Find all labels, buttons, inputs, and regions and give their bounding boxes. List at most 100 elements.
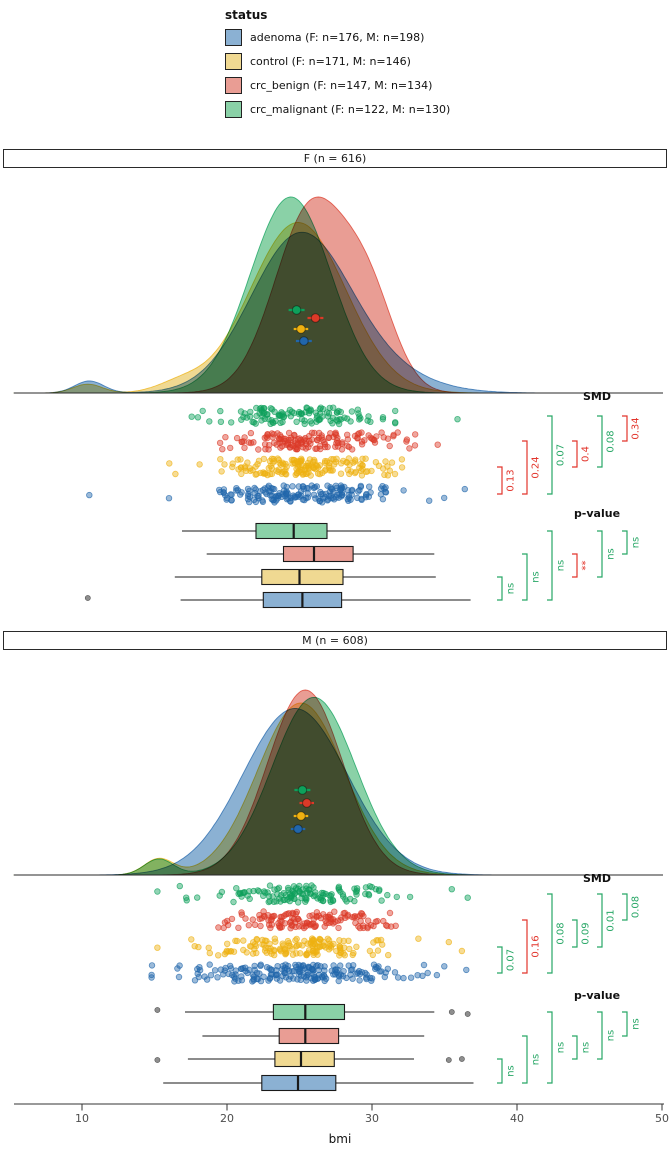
legend-swatch-crc-malignant bbox=[225, 101, 242, 118]
pvalue-bracket bbox=[572, 1035, 578, 1060]
x-axis-tick-label: 30 bbox=[365, 1112, 379, 1125]
box-outlier bbox=[448, 1009, 455, 1015]
pvalue-label: ns bbox=[631, 537, 642, 549]
box-outlier bbox=[154, 1007, 161, 1013]
smd-bracket bbox=[497, 946, 503, 974]
legend-item: crc_benign (F: n=147, M: n=134) bbox=[225, 77, 450, 94]
smd-bracket bbox=[497, 466, 503, 495]
pvalue-bracket bbox=[547, 530, 553, 601]
panel-strip-f: F (n = 616) bbox=[3, 149, 667, 168]
legend-item: adenoma (F: n=176, M: n=198) bbox=[225, 29, 450, 46]
boxplot-crc_malignant bbox=[154, 1003, 471, 1021]
pvalue-header: p-value bbox=[574, 507, 620, 520]
pvalue-label: ns bbox=[531, 571, 542, 583]
panel-strip-m: M (n = 608) bbox=[3, 631, 667, 650]
smd-label: 0.24 bbox=[531, 456, 542, 478]
legend-item: crc_malignant (F: n=122, M: n=130) bbox=[225, 101, 450, 118]
density-layer-F bbox=[13, 196, 539, 394]
mean-point-crc_benign bbox=[302, 798, 312, 808]
pvalue-header: p-value bbox=[574, 989, 620, 1002]
legend-title: status bbox=[225, 8, 268, 22]
pvalue-label: ns bbox=[556, 560, 567, 572]
mean-point-control bbox=[296, 324, 306, 334]
pvalue-bracket bbox=[497, 1058, 503, 1084]
mean-point-adenoma bbox=[293, 824, 303, 834]
pvalue-bracket bbox=[547, 1011, 553, 1084]
smd-bracket bbox=[622, 893, 628, 921]
boxplot-crc_benign bbox=[206, 545, 435, 563]
x-axis-tick-label: 40 bbox=[510, 1112, 524, 1125]
x-axis-title: bmi bbox=[329, 1132, 352, 1146]
legend-item-label: crc_malignant (F: n=122, M: n=130) bbox=[250, 103, 451, 116]
pvalue-bracket bbox=[497, 576, 503, 601]
x-axis-tick-label: 10 bbox=[75, 1112, 89, 1125]
pvalue-label: ns bbox=[531, 1054, 542, 1066]
smd-label: 0.4 bbox=[581, 446, 592, 462]
smd-bracket bbox=[547, 415, 553, 495]
boxplot-crc_benign bbox=[202, 1027, 425, 1045]
smd-label: 0.08 bbox=[606, 430, 617, 452]
boxplot-control bbox=[154, 1050, 465, 1068]
jitter-strip-control bbox=[166, 455, 406, 479]
density-layer-M bbox=[13, 689, 525, 876]
pvalue-bracket bbox=[597, 1011, 603, 1060]
box-outlier bbox=[464, 1011, 471, 1017]
pvalue-bracket bbox=[622, 530, 628, 555]
legend-item-label: crc_benign (F: n=147, M: n=134) bbox=[250, 79, 433, 92]
legend-swatch-adenoma bbox=[225, 29, 242, 46]
smd-bracket bbox=[622, 415, 628, 442]
smd-label: 0.01 bbox=[606, 909, 617, 931]
legend: status adenoma (F: n=176, M: n=198) cont… bbox=[225, 8, 450, 125]
smd-bracket bbox=[522, 440, 528, 495]
smd-bracket bbox=[572, 919, 578, 948]
mean-point-crc_malignant bbox=[297, 785, 308, 795]
smd-label: 0.09 bbox=[581, 922, 592, 944]
smd-bracket bbox=[597, 415, 603, 468]
density-curve-crc_malignant bbox=[13, 696, 525, 876]
pvalue-label: ns bbox=[581, 1042, 592, 1054]
pvalue-bracket bbox=[522, 553, 528, 601]
smd-label: 0.07 bbox=[556, 444, 567, 466]
boxplot-adenoma bbox=[163, 1074, 474, 1092]
pvalue-bracket bbox=[522, 1035, 528, 1084]
mean-point-crc_benign bbox=[310, 313, 321, 323]
smd-bracket bbox=[547, 893, 553, 974]
box-outlier bbox=[458, 1056, 465, 1062]
legend-item: control (F: n=171, M: n=146) bbox=[225, 53, 450, 70]
smd-label: 0.08 bbox=[556, 922, 567, 944]
smd-bracket bbox=[597, 893, 603, 948]
jitter-strip-control bbox=[154, 935, 466, 959]
box-outlier bbox=[445, 1057, 452, 1063]
boxplot-crc_malignant bbox=[182, 522, 391, 540]
pvalue-bracket bbox=[622, 1011, 628, 1037]
pvalue-label: ns bbox=[606, 1030, 617, 1042]
mean-point-control bbox=[296, 811, 306, 821]
pvalue-label: ns bbox=[631, 1018, 642, 1030]
legend-item-label: adenoma (F: n=176, M: n=198) bbox=[250, 31, 425, 44]
pvalue-bracket bbox=[572, 553, 578, 578]
pvalue-label: ns bbox=[506, 583, 517, 595]
box-outlier bbox=[154, 1057, 161, 1063]
jitter-strip-crc_malignant bbox=[154, 882, 471, 906]
jitter-strip-adenoma bbox=[86, 482, 468, 506]
smd-header: SMD bbox=[583, 872, 611, 885]
smd-label: 0.34 bbox=[631, 417, 642, 439]
legend-swatch-control bbox=[225, 53, 242, 70]
pvalue-label: ns bbox=[506, 1065, 517, 1077]
jitter-strip-crc_benign bbox=[215, 908, 399, 932]
jitter-strip-adenoma bbox=[148, 961, 470, 985]
smd-label: 0.08 bbox=[631, 896, 642, 918]
smd-label: 0.16 bbox=[531, 935, 542, 957]
jitter-strip-crc_benign bbox=[216, 429, 441, 453]
boxplot-adenoma bbox=[84, 591, 471, 609]
smd-label: 0.13 bbox=[506, 469, 517, 491]
pvalue-label: ** bbox=[581, 561, 592, 571]
legend-item-label: control (F: n=171, M: n=146) bbox=[250, 55, 411, 68]
legend-swatch-crc-benign bbox=[225, 77, 242, 94]
jitter-strip-crc_malignant bbox=[188, 404, 461, 428]
smd-label: 0.07 bbox=[506, 949, 517, 971]
density-curve-crc_malignant bbox=[13, 196, 539, 394]
smd-bracket bbox=[572, 440, 578, 468]
